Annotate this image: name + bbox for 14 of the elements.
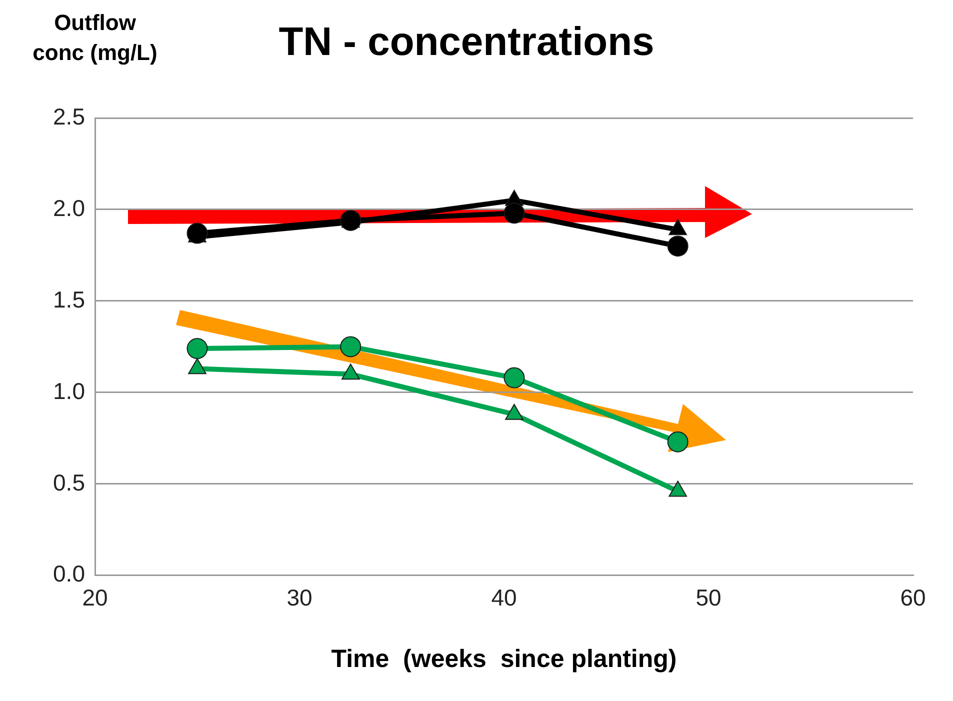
y-tick-label: 2.5: [53, 103, 85, 130]
x-tick-label: 30: [286, 584, 312, 611]
y-tick-label: 0.5: [53, 469, 85, 496]
y-tick-label: 0.0: [53, 560, 85, 587]
x-tick-label: 60: [900, 584, 926, 611]
x-axis-title: Time (weeks since planting): [331, 644, 677, 673]
chart-title: TN - concentrations: [278, 20, 654, 64]
y-tick-label: 1.5: [53, 286, 85, 312]
y-tick-label: 1.0: [53, 378, 85, 404]
x-tick-label: 20: [82, 584, 108, 611]
y-axis-title: Outflow conc (mg/L): [32, 9, 158, 67]
x-tick-label: 50: [696, 584, 722, 611]
y-tick-label: 2.0: [53, 194, 85, 221]
x-tick-label: 40: [491, 584, 517, 611]
